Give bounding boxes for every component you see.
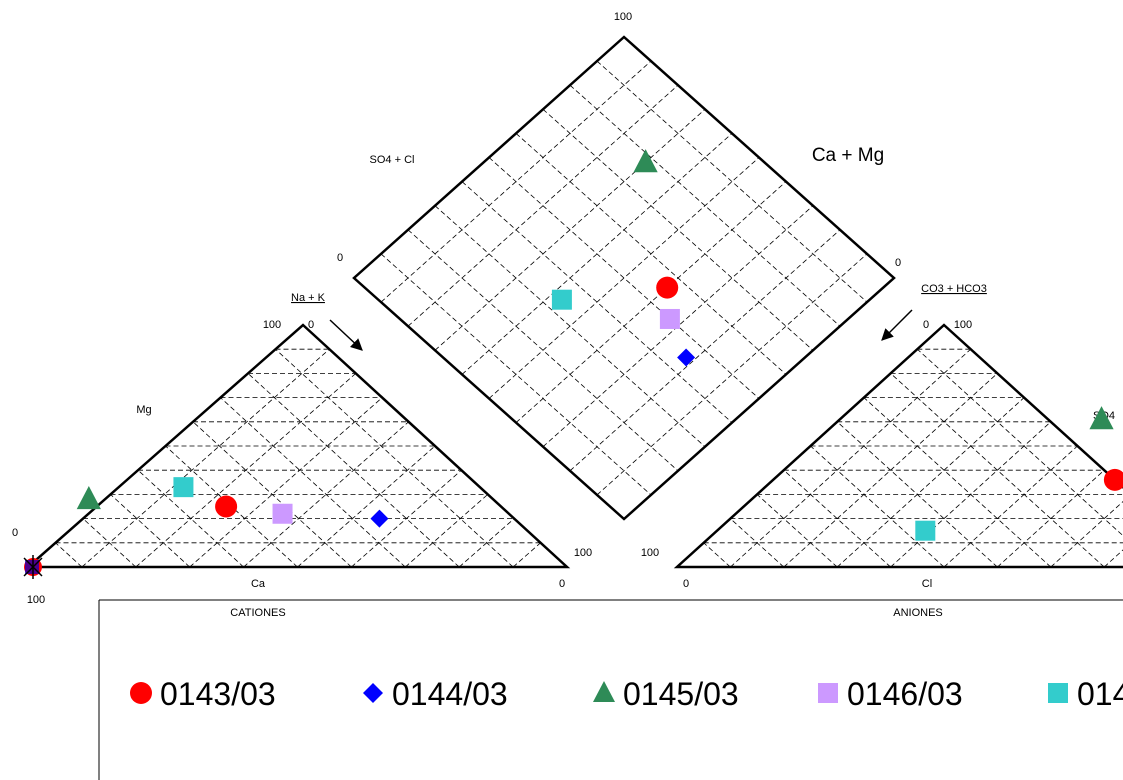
- legend-marker-0144/03: [363, 683, 383, 703]
- legend-marker-0147/03: [1048, 683, 1068, 703]
- legend-marker-0143/03: [130, 682, 152, 704]
- diamond-gridline: [542, 109, 814, 351]
- anion-gridline: [1050, 494, 1123, 567]
- cation-gridline: [458, 518, 515, 567]
- legend-marker-0145/03: [593, 681, 615, 702]
- diamond-tick-left: 0: [337, 252, 343, 264]
- diamond-gridline: [488, 157, 760, 399]
- diamond-gridline: [515, 133, 787, 375]
- diamond-label-so4-cl: SO4 + Cl: [370, 154, 415, 166]
- anion-gridline: [863, 397, 1052, 567]
- cation-label-mg: Mg: [136, 404, 151, 416]
- diamond-point-0146/03: [659, 308, 680, 329]
- anion-point-0143/03: [1103, 468, 1123, 491]
- anion-gridline: [943, 445, 1078, 567]
- cation-label-na-k: Na + K: [291, 292, 326, 304]
- diamond-gridline: [569, 229, 841, 472]
- cation-gridline: [405, 494, 489, 567]
- na-k-arrow: [329, 319, 363, 351]
- cation-label-ca: Ca: [251, 578, 266, 590]
- cation-point-0145/03: [76, 486, 101, 510]
- legend-label-0147/03: 0147/03: [1077, 676, 1123, 712]
- anion-grid: [703, 348, 1123, 567]
- cation-tick-right-100: 100: [574, 547, 592, 559]
- diamond-point-0143/03: [656, 276, 679, 299]
- cation-point-0146/03: [272, 503, 293, 524]
- anion-tick-left-100: 100: [641, 547, 659, 559]
- cation-gridline: [297, 445, 436, 567]
- cation-gridline: [512, 542, 541, 567]
- legend-marker-0146/03: [818, 683, 838, 703]
- legend-label-0145/03: 0145/03: [623, 676, 739, 712]
- anion-tick-apex-100: 100: [954, 319, 972, 331]
- diamond-point-0144/03: [677, 348, 696, 367]
- anion-gridline: [730, 518, 785, 567]
- diamond-point-0147/03: [551, 289, 572, 310]
- anion-tick-apex-0: 0: [923, 319, 929, 331]
- anion-tick-left-0: 0: [683, 578, 689, 590]
- cation-point-0144/03: [370, 509, 389, 528]
- legend: 0143/03 0144/03 0145/03 0146/03 0147/03: [98, 599, 1123, 780]
- cation-point-0147/03: [173, 477, 194, 498]
- anion-point-0145/03: [1089, 406, 1114, 430]
- cation-title: CATIONES: [230, 607, 285, 619]
- anion-label-co3-hco3: CO3 + HCO3: [921, 283, 987, 295]
- cation-tick-apex-100: 100: [263, 319, 281, 331]
- cation-gridline: [220, 397, 406, 567]
- anion-gridline: [836, 397, 1025, 567]
- diamond-gridline: [596, 253, 868, 496]
- diamond-gridline: [515, 181, 787, 423]
- anion-gridline: [997, 469, 1105, 567]
- cation-gridline: [82, 518, 137, 567]
- diamond-tick-right: 0: [895, 257, 901, 269]
- legend-label-0144/03: 0144/03: [392, 676, 508, 712]
- anion-gridline: [917, 348, 1123, 567]
- anion-point-0147/03: [915, 520, 936, 541]
- anion-gridline: [810, 445, 945, 567]
- cation-grid: [55, 348, 541, 567]
- anion-gridline: [730, 348, 971, 567]
- diamond-label-ca-mg: Ca + Mg: [812, 145, 884, 166]
- cation-gridline: [110, 494, 190, 567]
- cation-tick-bottom-100: 100: [27, 594, 45, 606]
- diamond-gridline: [569, 84, 841, 327]
- anion-title: ANIONES: [893, 607, 943, 619]
- cation-gridline: [81, 348, 330, 567]
- co3-hco3-arrow: [881, 309, 913, 341]
- diamond-point-0145/03: [633, 149, 658, 173]
- cation-tick-left-0: 0: [12, 527, 18, 539]
- cation-triangle-outline: [24, 323, 571, 569]
- diamond-grid: [380, 60, 868, 496]
- anion-gridline: [783, 469, 891, 567]
- anion-gridline: [756, 494, 838, 567]
- cation-tick-right-0: 0: [559, 578, 565, 590]
- anion-gridline: [1103, 518, 1123, 567]
- diamond-tick-top: 100: [614, 11, 632, 23]
- data-points: [76, 149, 1123, 541]
- cation-gridline: [189, 397, 383, 567]
- legend-label-0146/03: 0146/03: [847, 676, 963, 712]
- diamond-gridline: [596, 60, 868, 303]
- legend-label-0143/03: 0143/03: [160, 676, 276, 712]
- anion-label-cl: Cl: [922, 578, 932, 590]
- cation-gridline: [351, 469, 462, 567]
- origin-marker-cluster: [23, 555, 43, 579]
- diamond-outline: [352, 35, 896, 521]
- cation-gridline: [55, 542, 83, 567]
- anion-triangle-outline: [673, 323, 1123, 569]
- cation-tick-apex-0: 0: [308, 319, 314, 331]
- cation-point-0143/03: [215, 495, 238, 518]
- cation-gridline: [275, 348, 514, 567]
- anion-gridline: [703, 542, 731, 567]
